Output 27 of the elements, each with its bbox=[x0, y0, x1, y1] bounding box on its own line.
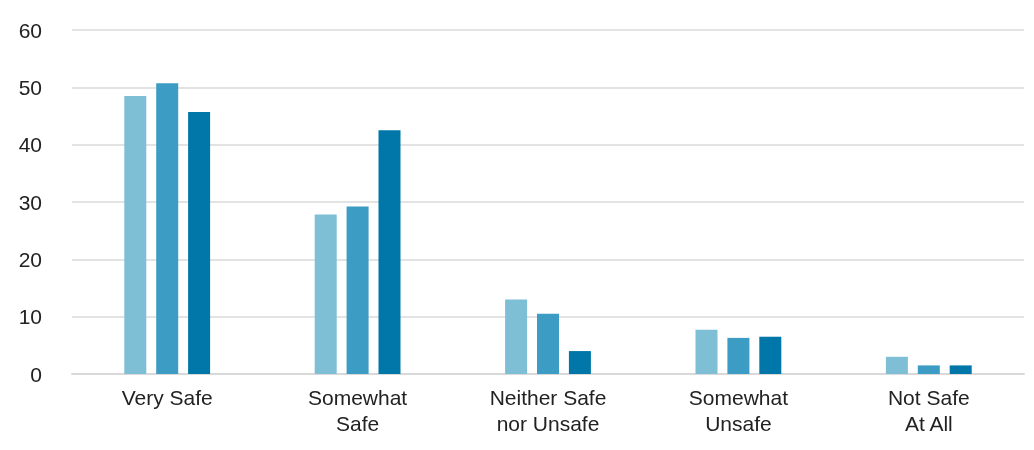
y-tick-label: 20 bbox=[18, 247, 42, 271]
y-tick-label: 30 bbox=[18, 190, 42, 214]
y-tick-label: 60 bbox=[18, 18, 42, 42]
bar bbox=[759, 336, 782, 374]
x-tick-label: Very Safe bbox=[121, 385, 213, 409]
bar bbox=[537, 313, 559, 374]
bar bbox=[949, 365, 972, 374]
bar bbox=[695, 329, 718, 374]
y-tick-label: 50 bbox=[18, 75, 42, 99]
bar bbox=[314, 214, 337, 374]
x-tick-label: Neither Safe nor Unsafe bbox=[489, 385, 607, 435]
bar bbox=[124, 95, 147, 374]
y-tick-label: 0 bbox=[30, 362, 42, 386]
bar bbox=[156, 83, 179, 374]
bar bbox=[346, 206, 369, 374]
bar bbox=[885, 356, 908, 374]
x-tick-label: Somewhat Safe bbox=[307, 385, 408, 435]
bar bbox=[188, 111, 211, 374]
bar bbox=[378, 130, 401, 374]
bar bbox=[917, 365, 940, 374]
x-tick-label: Not Safe At All bbox=[887, 385, 970, 435]
y-tick-label: 10 bbox=[18, 305, 42, 329]
y-tick-label: 40 bbox=[18, 133, 42, 157]
bar bbox=[505, 299, 528, 374]
bar bbox=[568, 351, 591, 374]
x-tick-label: Somewhat Unsafe bbox=[688, 385, 789, 435]
bar bbox=[727, 337, 750, 374]
